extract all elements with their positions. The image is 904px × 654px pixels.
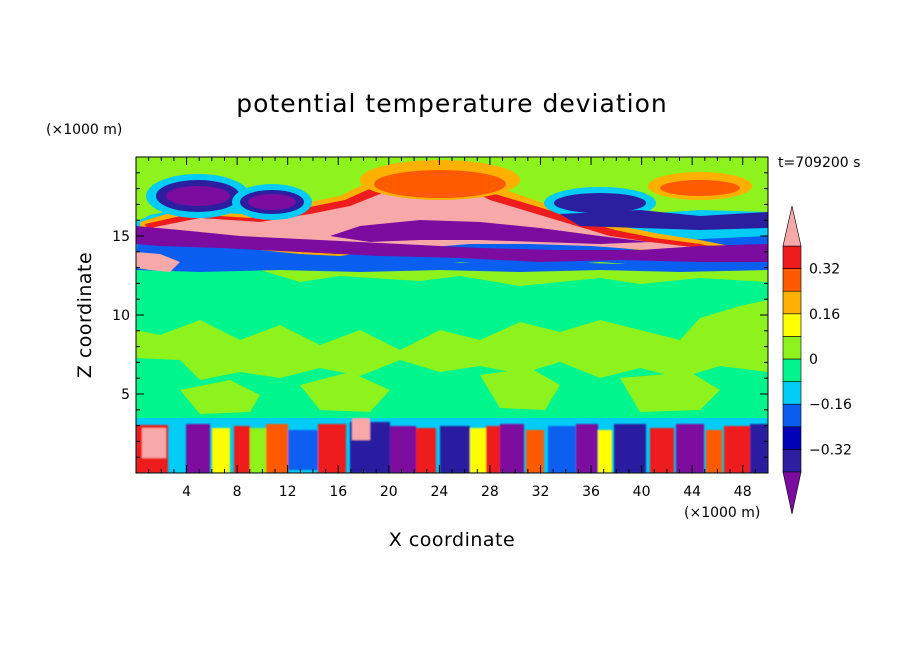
bl-cell-orange-3 (706, 430, 722, 473)
field-cold-cell-1-center (166, 186, 230, 206)
field-lower-negative-band (136, 358, 768, 420)
bl-cell-yellow-2 (470, 428, 486, 473)
bl-cell-red-7 (724, 426, 750, 473)
field-green-patch-4 (620, 372, 720, 412)
time-label: t=709200 s (778, 155, 860, 171)
colorbar-min-triangle (782, 471, 802, 515)
field-tropopause-cold (136, 226, 768, 264)
x-tick-label: 28 (481, 484, 499, 500)
field-green-patch-1 (180, 380, 260, 414)
x-tick-label: 12 (279, 484, 297, 500)
y-tick-label: 5 (121, 387, 130, 403)
colorbar-tick-label: 0 (809, 352, 818, 368)
field-green-patch-3 (480, 368, 560, 410)
bl-cell-red-3 (318, 424, 346, 473)
contour-field (136, 157, 768, 473)
field-green-patch-2 (300, 372, 390, 412)
x-tick-label: 36 (582, 484, 600, 500)
colorbar-box (782, 290, 802, 315)
y-tick-label: 10 (112, 308, 130, 324)
colorbar-tick-label: 0.16 (809, 307, 840, 323)
bl-cell-yellow-1 (212, 428, 230, 473)
bl-cell-yellow-3 (598, 430, 612, 473)
field-warm-cell-top-1-core (374, 170, 506, 198)
bl-cell-red-2 (234, 426, 250, 473)
y-axis-label: Z coordinate (74, 252, 96, 378)
y-tick-label: 15 (112, 229, 130, 245)
x-tick-label: 4 (182, 484, 191, 500)
y-axis-ticks: 5 10 15 (112, 172, 768, 458)
bl-cell-blue-2 (548, 426, 576, 473)
colorbar-box (782, 449, 802, 473)
bl-cell-red-4 (416, 428, 436, 473)
x-unit-label: (×1000 m) (684, 505, 760, 521)
colorbar: 0.32 0.16 0 −0.16 −0.32 (782, 205, 852, 515)
x-tick-label: 48 (734, 484, 752, 500)
chart-title: potential temperature deviation (236, 89, 667, 118)
field-cold-pocket (330, 220, 650, 244)
colorbar-box (782, 381, 802, 405)
field-cold-cell-2-center (248, 194, 296, 210)
bl-cell-purple-7 (614, 424, 646, 473)
bl-cell-purple-1 (186, 424, 210, 473)
colorbar-tick-label: 0.32 (809, 262, 840, 278)
field-tropopause-blue-lower (136, 260, 768, 272)
field-warm-cell-top-2-core (660, 180, 740, 196)
colorbar-max-triangle (782, 205, 802, 247)
colorbar-box (782, 358, 802, 382)
bl-cell-blue-1 (288, 430, 318, 470)
x-axis-ticks: 4 8 12 16 20 24 28 32 36 40 44 48 (148, 157, 756, 500)
bl-cell-red-5 (486, 426, 500, 473)
x-tick-label: 20 (380, 484, 398, 500)
colorbar-box (782, 426, 802, 450)
colorbar-box (782, 403, 802, 428)
bl-cell-orange-2 (526, 430, 544, 473)
bl-cell-red-6 (650, 428, 674, 473)
x-tick-label: 24 (430, 484, 448, 500)
bl-cell-purple-8 (676, 424, 704, 473)
bl-cell-purple-5 (500, 424, 524, 473)
colorbar-box (782, 245, 802, 269)
bl-cell-purple-3 (390, 426, 416, 473)
field-tropopause-navy (560, 210, 768, 230)
field-left-pink-patch (136, 252, 180, 272)
colorbar-box (782, 268, 802, 292)
bl-cell-green-1 (250, 428, 266, 473)
field-cold-cell-3-core (554, 193, 646, 213)
y-unit-label: (×1000 m) (46, 122, 122, 138)
x-tick-label: 44 (683, 484, 701, 500)
bl-cell-pink-1 (142, 428, 166, 458)
bl-cell-pink-2 (352, 418, 370, 440)
bl-cell-orange-1 (266, 424, 288, 473)
bl-cell-purple-6 (576, 424, 598, 473)
x-tick-label: 40 (633, 484, 651, 500)
colorbar-tick-label: −0.16 (809, 397, 852, 413)
field-boundary-cells (136, 418, 768, 473)
colorbar-box (782, 336, 802, 360)
x-axis-label: X coordinate (389, 529, 515, 551)
bl-cell-purple-9 (750, 424, 768, 473)
colorbar-box (782, 313, 802, 337)
x-tick-label: 16 (329, 484, 347, 500)
x-tick-label: 8 (233, 484, 242, 500)
colorbar-tick-label: −0.32 (809, 442, 852, 458)
field-mid-negative-band (136, 268, 768, 350)
x-tick-label: 32 (532, 484, 550, 500)
bl-cell-purple-4 (440, 426, 470, 473)
